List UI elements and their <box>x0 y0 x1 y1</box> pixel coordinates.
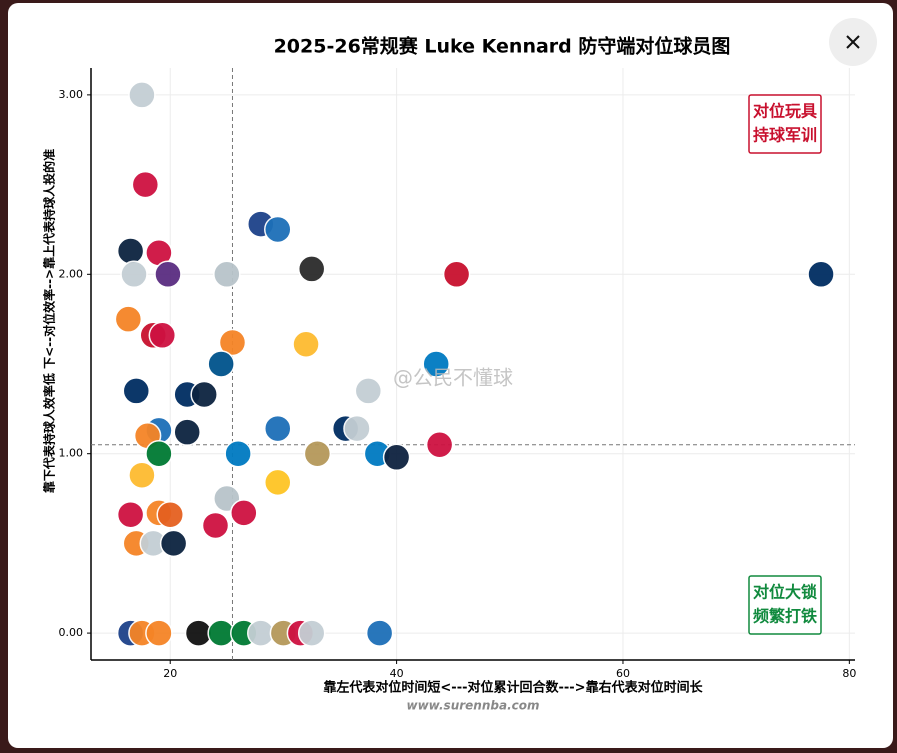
x-tick-label: 80 <box>842 667 856 680</box>
scatter-point <box>148 321 177 350</box>
scatter-point <box>292 330 320 359</box>
x-tick-label: 40 <box>390 667 404 680</box>
scatter-point <box>207 350 235 378</box>
scatter-point <box>213 260 241 289</box>
scatter-point <box>425 430 454 459</box>
y-tick-label: 3.00 <box>59 88 84 101</box>
y-tick-label: 1.00 <box>59 447 84 460</box>
annotation-box <box>748 575 822 635</box>
x-tick-label: 60 <box>616 667 630 680</box>
scatter-point <box>264 215 292 244</box>
chart-title: 2025-26常规赛 Luke Kennard 防守端对位球员图 <box>274 35 731 58</box>
annotation-box <box>748 94 822 154</box>
watermark: @公民不懂球 <box>393 366 513 390</box>
scatter-point <box>159 529 188 558</box>
scatter-point <box>297 255 326 283</box>
scatter-point <box>156 500 184 529</box>
annotation-text: 对位玩具 <box>753 102 817 121</box>
chart: 2025-26常规赛 Luke Kennard 防守端对位球员图 0.00 1.0… <box>42 18 877 713</box>
scatter-point <box>128 461 156 489</box>
scatter-point <box>224 439 252 468</box>
scatter-point <box>173 418 201 446</box>
scatter-point <box>354 377 383 405</box>
scatter-point <box>201 511 230 540</box>
annotation-text: 对位大锁 <box>753 583 817 602</box>
annotation-text: 频繁打铁 <box>753 607 817 626</box>
scatter-point <box>807 260 835 289</box>
y-axis-label: 靠下代表持球人效率低 下<--对位效率-->靠上代表持球人投的准 <box>42 149 57 493</box>
close-button[interactable] <box>829 18 877 66</box>
y-tick-label: 0.00 <box>59 626 84 639</box>
scatter-point <box>264 468 292 497</box>
annotation-text: 持球军训 <box>753 126 817 145</box>
scatter-point <box>343 414 371 443</box>
scatter-point <box>145 439 173 468</box>
scatter-point <box>365 619 394 647</box>
scatter-point <box>442 260 471 289</box>
scatter-point <box>218 328 247 357</box>
scatter-point <box>303 439 332 468</box>
scatter-point <box>382 443 411 472</box>
y-tick-label: 2.00 <box>59 267 84 280</box>
scatter-point <box>131 170 160 199</box>
scatter-point <box>122 377 151 405</box>
scatter-point <box>422 350 450 378</box>
scatter-point <box>116 500 145 529</box>
x-axis-label: 靠左代表对位时间短<---对位累计回合数--->靠右代表对位时间长 <box>323 680 703 696</box>
scatter-point <box>190 380 218 409</box>
source: www.surennba.com <box>407 699 540 713</box>
scatter-point <box>230 499 258 527</box>
scatter-point <box>116 237 145 265</box>
scatter-point <box>128 81 156 109</box>
scatter-point <box>145 619 173 647</box>
x-tick-label: 20 <box>163 667 177 680</box>
modal: 2025-26常规赛 Luke Kennard 防守端对位球员图 0.00 1.0… <box>8 3 893 748</box>
scatter-point <box>297 619 326 647</box>
scatter-point <box>114 305 143 333</box>
scatter-point <box>120 260 148 289</box>
scatter-point <box>264 414 292 443</box>
scatter-point <box>154 260 182 289</box>
